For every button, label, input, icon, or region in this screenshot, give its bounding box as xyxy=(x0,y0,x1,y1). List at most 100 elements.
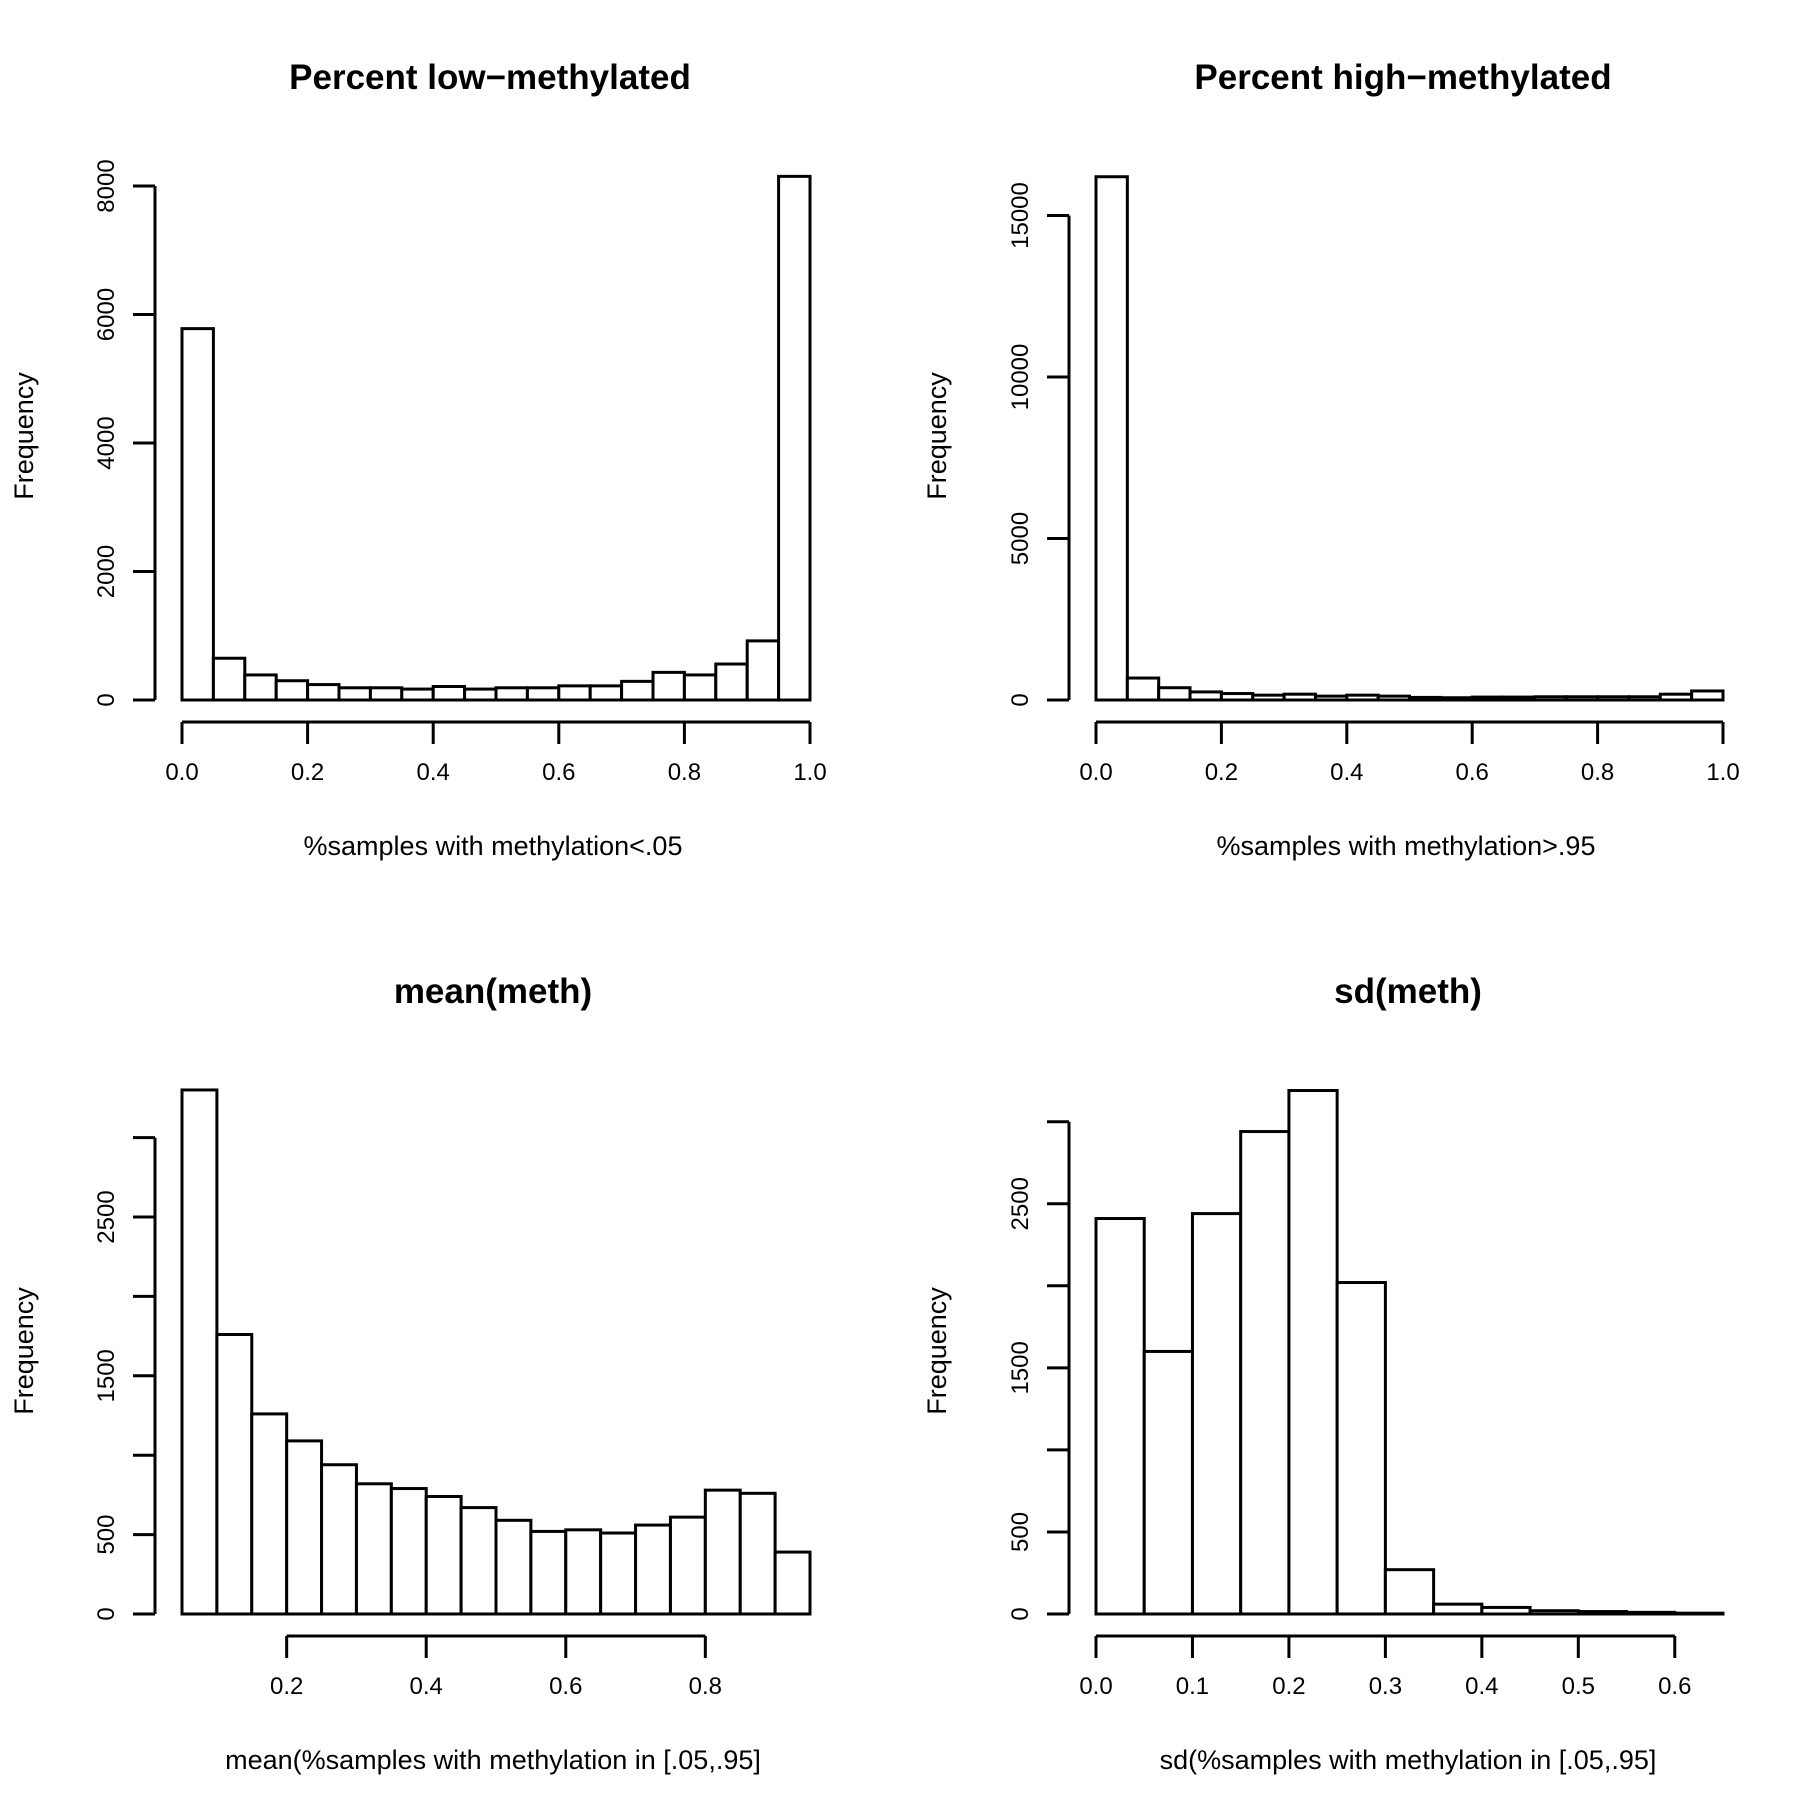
x-tick-label: 1.0 xyxy=(793,759,826,786)
histogram-bar xyxy=(1287,1089,1339,1616)
histogram-bar xyxy=(1142,1349,1194,1616)
histogram-bar xyxy=(1345,693,1380,702)
y-axis-label: Frequency xyxy=(9,372,39,500)
x-tick-label: 0.6 xyxy=(1658,1673,1691,1700)
histogram-bar xyxy=(431,685,467,702)
x-tick-label: 0.0 xyxy=(165,759,198,786)
x-tick-label: 0.8 xyxy=(1581,759,1614,786)
histogram-bar xyxy=(389,1487,428,1616)
histogram-bar xyxy=(1596,695,1631,702)
y-axis: 0 500 1500 2500 xyxy=(93,1136,157,1621)
y-tick-label: 2500 xyxy=(1007,1177,1034,1230)
x-tick-label: 0.4 xyxy=(1465,1673,1498,1700)
histogram-bar xyxy=(1408,695,1443,702)
panel-sd-meth: sd(meth) sd(%samples with methylation in… xyxy=(922,972,1725,1775)
histogram-bar xyxy=(1627,695,1662,702)
y-axis: 0 500 1500 2500 xyxy=(1007,1120,1071,1621)
panel-percent-low-methylated: Percent low−methylated %samples with met… xyxy=(9,58,827,861)
chart-title: sd(meth) xyxy=(1334,972,1482,1011)
y-tick-label: 500 xyxy=(93,1515,120,1555)
histogram-bar xyxy=(274,679,310,702)
y-axis: 0 2000 4000 6000 8000 xyxy=(93,159,157,707)
histogram-bar xyxy=(1658,692,1694,702)
x-axis: 0.0 0.2 0.4 0.6 0.8 1.0 xyxy=(1079,720,1740,786)
y-tick-label: 10000 xyxy=(1007,344,1034,411)
histogram-bar xyxy=(211,656,247,702)
histogram-bar xyxy=(368,686,404,702)
histogram-bar xyxy=(529,1529,568,1616)
histogram-bar xyxy=(306,683,341,702)
bars xyxy=(1094,1089,1725,1616)
x-tick-label: 0.0 xyxy=(1079,759,1112,786)
x-tick-label: 0.0 xyxy=(1079,1673,1112,1700)
y-tick-label: 500 xyxy=(1007,1512,1034,1552)
y-axis: 0 5000 10000 15000 xyxy=(1007,182,1071,707)
y-tick-label: 0 xyxy=(93,693,120,706)
histogram-bar xyxy=(668,1515,707,1616)
x-tick-label: 0.4 xyxy=(1330,759,1363,786)
y-tick-label: 2000 xyxy=(93,545,120,598)
histogram-bar xyxy=(651,670,686,702)
histogram-bar xyxy=(285,1439,324,1616)
histogram-bar xyxy=(773,1550,812,1616)
x-tick-label: 0.5 xyxy=(1562,1673,1595,1700)
histogram-bar xyxy=(1190,1212,1243,1616)
histogram-bar xyxy=(1239,1130,1291,1616)
histogram-bar xyxy=(1282,692,1317,702)
histogram-bar xyxy=(400,687,435,702)
histogram-bar xyxy=(557,684,592,702)
histogram-bar xyxy=(1125,676,1161,702)
x-tick-label: 0.4 xyxy=(410,1673,443,1700)
histogram-bar xyxy=(180,327,215,702)
y-tick-label: 2500 xyxy=(93,1190,120,1243)
y-tick-label: 0 xyxy=(93,1607,120,1620)
histogram-bar xyxy=(243,673,278,702)
histogram-bar xyxy=(1533,695,1568,702)
x-axis-label: %samples with methylation>.95 xyxy=(1217,831,1596,861)
histogram-bar xyxy=(1335,1281,1387,1616)
histogram-bar xyxy=(1439,696,1474,702)
y-tick-label: 4000 xyxy=(93,416,120,469)
chart-title: Percent low−methylated xyxy=(289,58,691,97)
histogram-bar xyxy=(745,639,781,702)
histogram-bar xyxy=(620,679,655,702)
panel-percent-high-methylated: Percent high−methylated %samples with me… xyxy=(922,58,1740,861)
x-tick-label: 0.2 xyxy=(1272,1673,1305,1700)
histogram-bar xyxy=(215,1333,254,1616)
histogram-bar xyxy=(1564,695,1600,702)
histogram-bar xyxy=(714,662,749,702)
y-tick-label: 0 xyxy=(1007,1607,1034,1620)
x-axis: 0.2 0.4 0.6 0.8 xyxy=(270,1634,722,1700)
histogram-bar xyxy=(1157,686,1192,702)
x-tick-label: 0.8 xyxy=(689,1673,722,1700)
histogram-bar xyxy=(1673,1611,1725,1616)
y-axis-label: Frequency xyxy=(922,372,952,500)
x-tick-label: 0.6 xyxy=(542,759,575,786)
histogram-bar xyxy=(1470,695,1506,702)
x-axis: 0.0 0.2 0.4 0.6 0.8 1.0 xyxy=(165,720,827,786)
histogram-bar xyxy=(250,1412,289,1616)
histogram-bar xyxy=(1094,1217,1146,1616)
bars xyxy=(1094,175,1725,702)
histogram-bar xyxy=(634,1523,672,1616)
histogram-bar xyxy=(1251,693,1286,702)
y-axis-label: Frequency xyxy=(922,1287,952,1415)
histogram-bar xyxy=(463,687,498,702)
histogram-bar xyxy=(1094,175,1129,702)
histogram-bar xyxy=(1690,689,1725,702)
y-axis-label: Frequency xyxy=(9,1287,39,1415)
x-tick-label: 0.6 xyxy=(549,1673,582,1700)
histogram-bar xyxy=(180,1088,219,1616)
x-axis-label: sd(%samples with methylation in [.05,.95… xyxy=(1160,1745,1657,1775)
histogram-bar xyxy=(424,1494,463,1616)
histogram-bar xyxy=(1383,1568,1436,1616)
x-tick-label: 0.8 xyxy=(668,759,701,786)
histogram-bar xyxy=(1188,690,1223,702)
x-axis-label: mean(%samples with methylation in [.05,.… xyxy=(225,1745,761,1775)
y-tick-label: 1500 xyxy=(93,1349,120,1402)
histogram-bar xyxy=(337,686,372,702)
histogram-bar xyxy=(599,1531,638,1616)
histogram-bar xyxy=(1528,1609,1580,1616)
chart-title: mean(meth) xyxy=(394,972,592,1011)
